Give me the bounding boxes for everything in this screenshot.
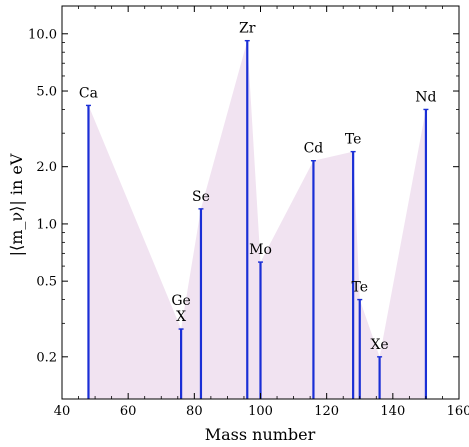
x-tick-label-0: 40	[54, 404, 71, 419]
x-tick-label-6: 160	[447, 404, 469, 419]
point-label-5: Cd	[304, 141, 324, 157]
y-axis-title: |⟨m_ν⟩| in eV	[7, 153, 26, 256]
y-tick-label-5: 10.0	[28, 27, 57, 42]
x-axis-title: Mass number	[205, 425, 316, 444]
point-label-2: Se	[192, 189, 210, 205]
y-tick-label-1: 0.5	[36, 275, 57, 290]
x-tick-label-5: 140	[380, 404, 405, 419]
point-labels: Ca GeX Se Zr Mo Cd Te Te Xe Nd	[79, 21, 437, 353]
y-tick-label-4: 5.0	[36, 85, 57, 100]
y-tick-label-0: 0.2	[36, 350, 57, 365]
x-tick-label-4: 120	[314, 404, 339, 419]
point-label-8: Xe	[370, 337, 388, 353]
x-tick-label-2: 80	[186, 404, 203, 419]
envelope-area	[88, 40, 426, 399]
point-label-0: Ca	[79, 85, 98, 101]
point-label-4: Mo	[249, 242, 272, 258]
y-tick-label-2: 1.0	[36, 217, 57, 232]
y-axis-ticks: 0.2 0.5 1.0 2.0 5.0 10.0	[28, 27, 459, 365]
point-label-1-0: Ge	[171, 293, 190, 309]
point-label-9: Nd	[415, 89, 436, 105]
x-tick-label-3: 100	[248, 404, 273, 419]
x-axis-ticks: 40 60 80 100 120 140 160	[54, 6, 469, 419]
point-label-3: Zr	[239, 21, 256, 37]
point-label-1-1: X	[176, 309, 186, 325]
shaded-envelope-area	[88, 40, 426, 399]
y-tick-label-3: 2.0	[36, 160, 57, 175]
point-label-7: Te	[351, 280, 368, 296]
x-tick-label-1: 60	[120, 404, 137, 419]
stems	[85, 39, 429, 399]
point-label-6: Te	[345, 132, 362, 148]
